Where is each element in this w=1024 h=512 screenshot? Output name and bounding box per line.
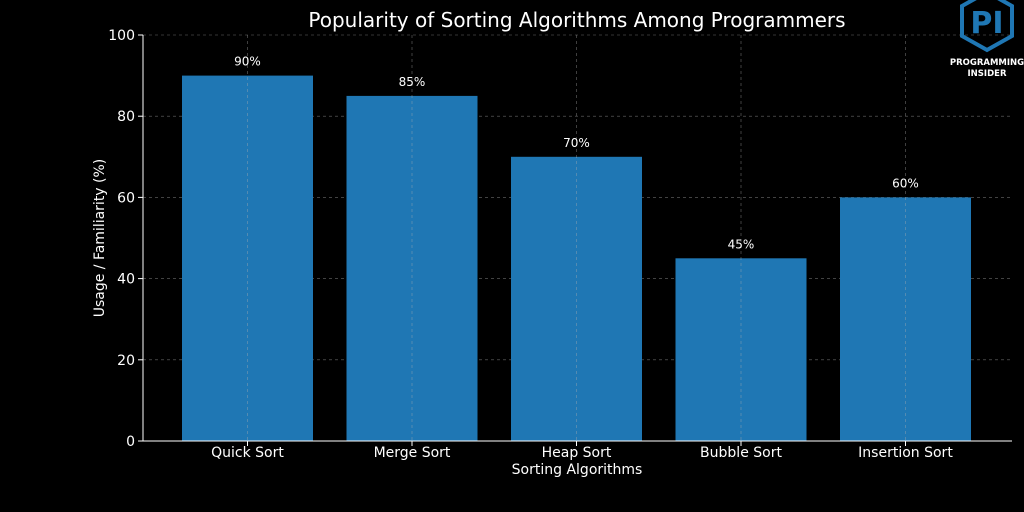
bar-value-label: 90% xyxy=(234,55,261,69)
y-tick-label: 0 xyxy=(126,434,135,450)
y-axis-label: Usage / Familiarity (%) xyxy=(92,159,108,318)
x-tick-label: Quick Sort xyxy=(211,445,284,461)
x-tick-label: Heap Sort xyxy=(542,445,612,461)
logo-hexagon-icon xyxy=(960,0,1014,53)
bar-value-label: 70% xyxy=(563,136,590,150)
bar-value-label: 60% xyxy=(892,176,919,190)
y-tick-label: 100 xyxy=(108,28,135,44)
x-axis-label: Sorting Algorithms xyxy=(512,462,643,478)
y-tick-label: 20 xyxy=(117,353,135,369)
bar-value-label: 45% xyxy=(728,237,755,251)
logo-monogram: PI xyxy=(970,6,1003,41)
programming-insider-logo: PI PROGRAMMING INSIDER xyxy=(950,0,1024,79)
y-tick-label: 80 xyxy=(117,109,135,125)
bar-value-label: 85% xyxy=(399,75,426,89)
x-tick-label: Bubble Sort xyxy=(700,445,782,461)
y-tick-label: 60 xyxy=(117,190,135,206)
x-tick-label: Merge Sort xyxy=(374,445,451,461)
y-tick-label: 40 xyxy=(117,272,135,288)
y-tick-labels: 0 20 40 60 80 100 xyxy=(108,28,135,450)
chart-title: Popularity of Sorting Algorithms Among P… xyxy=(308,8,845,32)
data-labels: 90% 85% 70% 45% 60% xyxy=(234,55,919,252)
axes xyxy=(138,34,1012,446)
logo-text-line1: PROGRAMMING xyxy=(950,58,1024,68)
x-tick-labels: Quick Sort Merge Sort Heap Sort Bubble Sort… xyxy=(211,445,953,461)
logo-text-line2: INSIDER xyxy=(968,69,1007,79)
x-gridlines xyxy=(247,35,906,441)
x-tick-label: Insertion Sort xyxy=(858,445,953,461)
